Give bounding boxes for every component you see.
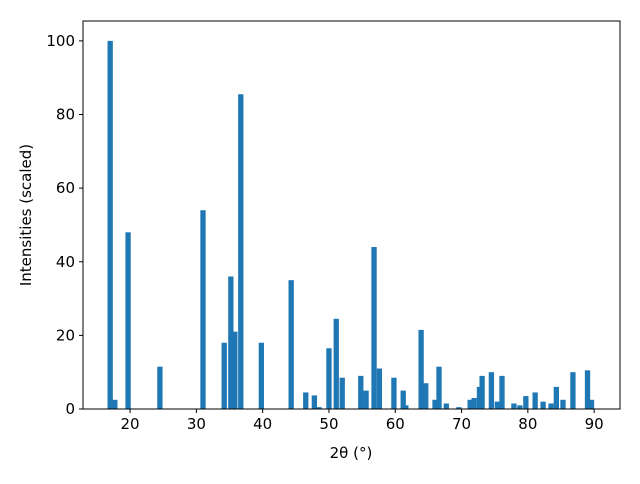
- bar: [376, 368, 382, 409]
- bar: [423, 383, 429, 409]
- bar: [511, 403, 517, 409]
- bar: [391, 377, 397, 409]
- bar: [311, 395, 318, 409]
- bar: [570, 372, 576, 409]
- bar: [316, 407, 322, 409]
- bar: [523, 396, 529, 409]
- bar: [418, 329, 424, 409]
- bar: [157, 366, 163, 409]
- x-axis-label: 2θ (°): [330, 444, 373, 462]
- bar: [238, 94, 244, 409]
- bar: [540, 401, 546, 409]
- x-tick-label: 90: [585, 415, 604, 433]
- bar: [339, 377, 345, 409]
- y-tick-label: 100: [46, 32, 75, 50]
- bar: [432, 399, 438, 409]
- bar: [479, 375, 485, 409]
- bar: [494, 401, 501, 409]
- bar: [488, 372, 495, 409]
- plot-frame: [82, 20, 621, 410]
- bar: [221, 342, 227, 409]
- y-tick-label: 20: [56, 326, 75, 344]
- y-tick-label: 80: [56, 106, 75, 124]
- bar: [228, 276, 234, 409]
- bar: [532, 392, 538, 409]
- x-tick-label: 70: [452, 415, 471, 433]
- y-tick-label: 40: [56, 253, 75, 271]
- x-tick-label: 80: [518, 415, 537, 433]
- bar: [112, 399, 118, 409]
- bar: [584, 370, 591, 409]
- bar: [456, 407, 462, 409]
- bar: [403, 405, 409, 409]
- bar: [436, 366, 442, 409]
- bar: [443, 403, 449, 409]
- bar: [400, 390, 406, 409]
- y-axis-label: Intensities (scaled): [17, 144, 35, 286]
- bar: [107, 40, 113, 409]
- bar: [326, 348, 332, 409]
- bar: [232, 331, 238, 409]
- bar: [588, 399, 595, 409]
- bar: [560, 399, 566, 409]
- x-tick-label: 60: [386, 415, 405, 433]
- bar: [358, 375, 364, 409]
- bar: [467, 399, 473, 409]
- bar: [553, 386, 560, 409]
- x-tick-label: 20: [121, 415, 140, 433]
- y-tick-label: 60: [56, 179, 75, 197]
- bar: [200, 210, 206, 409]
- bar: [258, 342, 264, 409]
- x-tick-label: 40: [253, 415, 272, 433]
- bar: [517, 405, 523, 409]
- bar: [548, 403, 554, 409]
- bar: [471, 397, 477, 409]
- bar: [288, 280, 294, 409]
- bar: [499, 375, 505, 409]
- x-tick-label: 30: [187, 415, 206, 433]
- bar: [333, 318, 339, 409]
- bar: [371, 247, 377, 409]
- bar: [125, 232, 131, 409]
- y-tick-label: 0: [65, 400, 75, 418]
- bar: [363, 390, 369, 409]
- bar: [303, 392, 309, 409]
- x-tick-label: 50: [319, 415, 338, 433]
